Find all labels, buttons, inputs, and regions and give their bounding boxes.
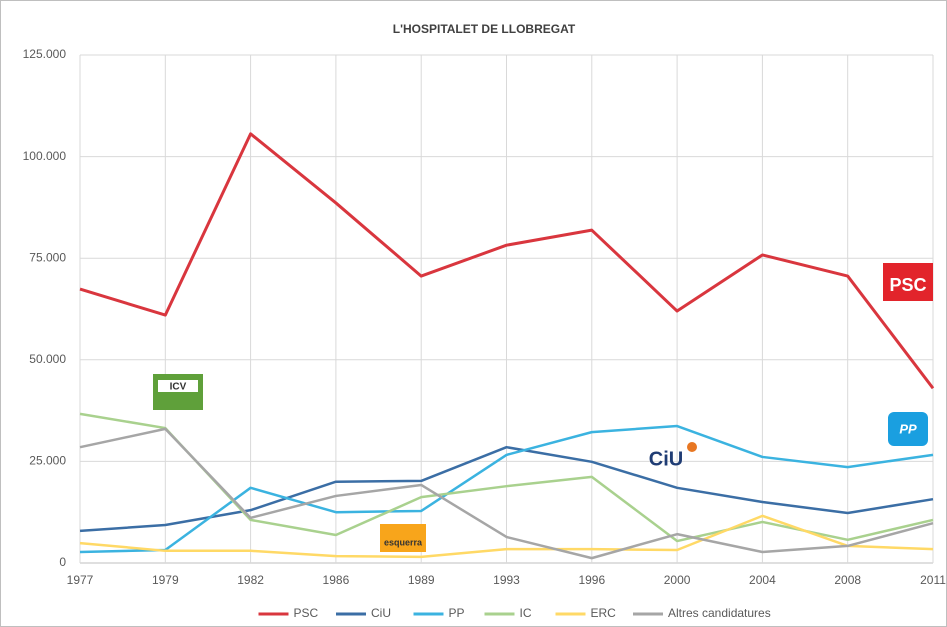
x-tick-label: 1979 (152, 573, 179, 587)
y-tick-label: 125.000 (23, 47, 67, 61)
legend-label: PP (449, 606, 465, 620)
legend-label: ERC (591, 606, 617, 620)
y-tick-label: 100.000 (23, 149, 67, 163)
x-tick-label: 2011 (920, 573, 946, 587)
series-line (79, 514, 934, 559)
x-tick-label: 1989 (408, 573, 435, 587)
x-tick-label: 1982 (237, 573, 264, 587)
logo-text: esquerra (384, 537, 423, 547)
logo-text: ICV (170, 382, 187, 393)
series-line (79, 445, 934, 533)
logo-ciu: CiU (649, 442, 697, 470)
x-tick-label: 1996 (578, 573, 605, 587)
logo-psc: PSC (883, 263, 933, 301)
legend-label: IC (520, 606, 532, 620)
x-tick-label: 1986 (323, 573, 350, 587)
series-line (79, 427, 934, 560)
y-tick-label: 25.000 (29, 454, 66, 468)
y-tick-label: 0 (59, 555, 66, 569)
logo-text: CiU (649, 448, 683, 470)
y-tick-label: 75.000 (29, 250, 66, 264)
x-tick-label: 1977 (67, 573, 94, 587)
series-line (79, 132, 935, 390)
chart-title: L'HOSPITALET DE LLOBREGAT (393, 22, 576, 36)
legend-label: CiU (371, 606, 391, 620)
x-tick-label: 1993 (493, 573, 520, 587)
x-tick-label: 2008 (834, 573, 861, 587)
logo-pp: PP (888, 412, 928, 446)
legend-label: Altres candidatures (668, 606, 771, 620)
x-tick-label: 2000 (664, 573, 691, 587)
x-tick-label: 2004 (749, 573, 776, 587)
y-tick-label: 50.000 (29, 352, 66, 366)
legend-label: PSC (294, 606, 319, 620)
logo-esquerra: esquerra (380, 524, 426, 552)
series-line (79, 424, 934, 554)
logo-icv: ICV (153, 374, 203, 410)
logo-text: PP (899, 421, 917, 436)
plot: 0 25.000 50.000 75.000 100.000 125.000 1977 197… (23, 47, 947, 620)
logo-text: PSC (889, 275, 926, 295)
